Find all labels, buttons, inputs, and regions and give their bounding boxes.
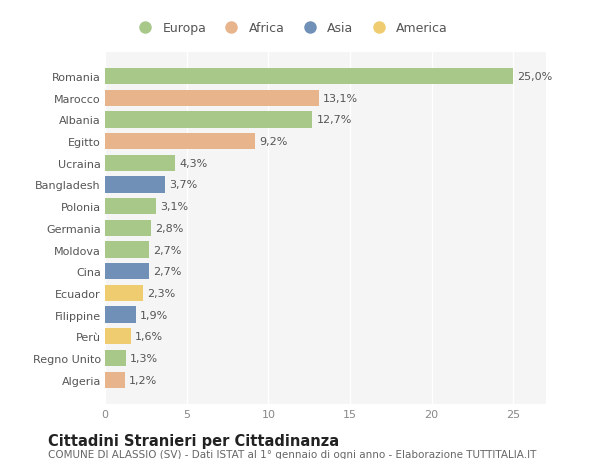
Text: 1,9%: 1,9%: [140, 310, 169, 320]
Bar: [105, 199, 155, 215]
Bar: [105, 69, 514, 85]
Text: 25,0%: 25,0%: [517, 72, 553, 82]
Text: 2,8%: 2,8%: [155, 224, 183, 233]
Bar: [105, 90, 319, 106]
Bar: [105, 155, 175, 172]
Text: 1,6%: 1,6%: [135, 331, 163, 341]
Bar: [105, 285, 143, 302]
Text: 2,7%: 2,7%: [153, 245, 182, 255]
Bar: [105, 329, 131, 345]
Text: 2,7%: 2,7%: [153, 267, 182, 277]
Bar: [105, 263, 149, 280]
Bar: [105, 134, 255, 150]
Text: 3,7%: 3,7%: [170, 180, 198, 190]
Text: 9,2%: 9,2%: [259, 137, 288, 147]
Bar: [105, 372, 125, 388]
Bar: [105, 112, 313, 128]
Text: 2,3%: 2,3%: [146, 288, 175, 298]
Bar: [105, 177, 166, 193]
Text: 4,3%: 4,3%: [179, 158, 208, 168]
Text: 1,2%: 1,2%: [128, 375, 157, 385]
Text: 1,3%: 1,3%: [130, 353, 158, 363]
Bar: [105, 242, 149, 258]
Text: COMUNE DI ALASSIO (SV) - Dati ISTAT al 1° gennaio di ogni anno - Elaborazione TU: COMUNE DI ALASSIO (SV) - Dati ISTAT al 1…: [48, 449, 536, 459]
Text: 3,1%: 3,1%: [160, 202, 188, 212]
Text: 12,7%: 12,7%: [317, 115, 352, 125]
Bar: [105, 220, 151, 236]
Text: Cittadini Stranieri per Cittadinanza: Cittadini Stranieri per Cittadinanza: [48, 433, 339, 448]
Bar: [105, 307, 136, 323]
Text: 13,1%: 13,1%: [323, 94, 358, 103]
Legend: Europa, Africa, Asia, America: Europa, Africa, Asia, America: [128, 17, 453, 40]
Bar: [105, 350, 126, 366]
